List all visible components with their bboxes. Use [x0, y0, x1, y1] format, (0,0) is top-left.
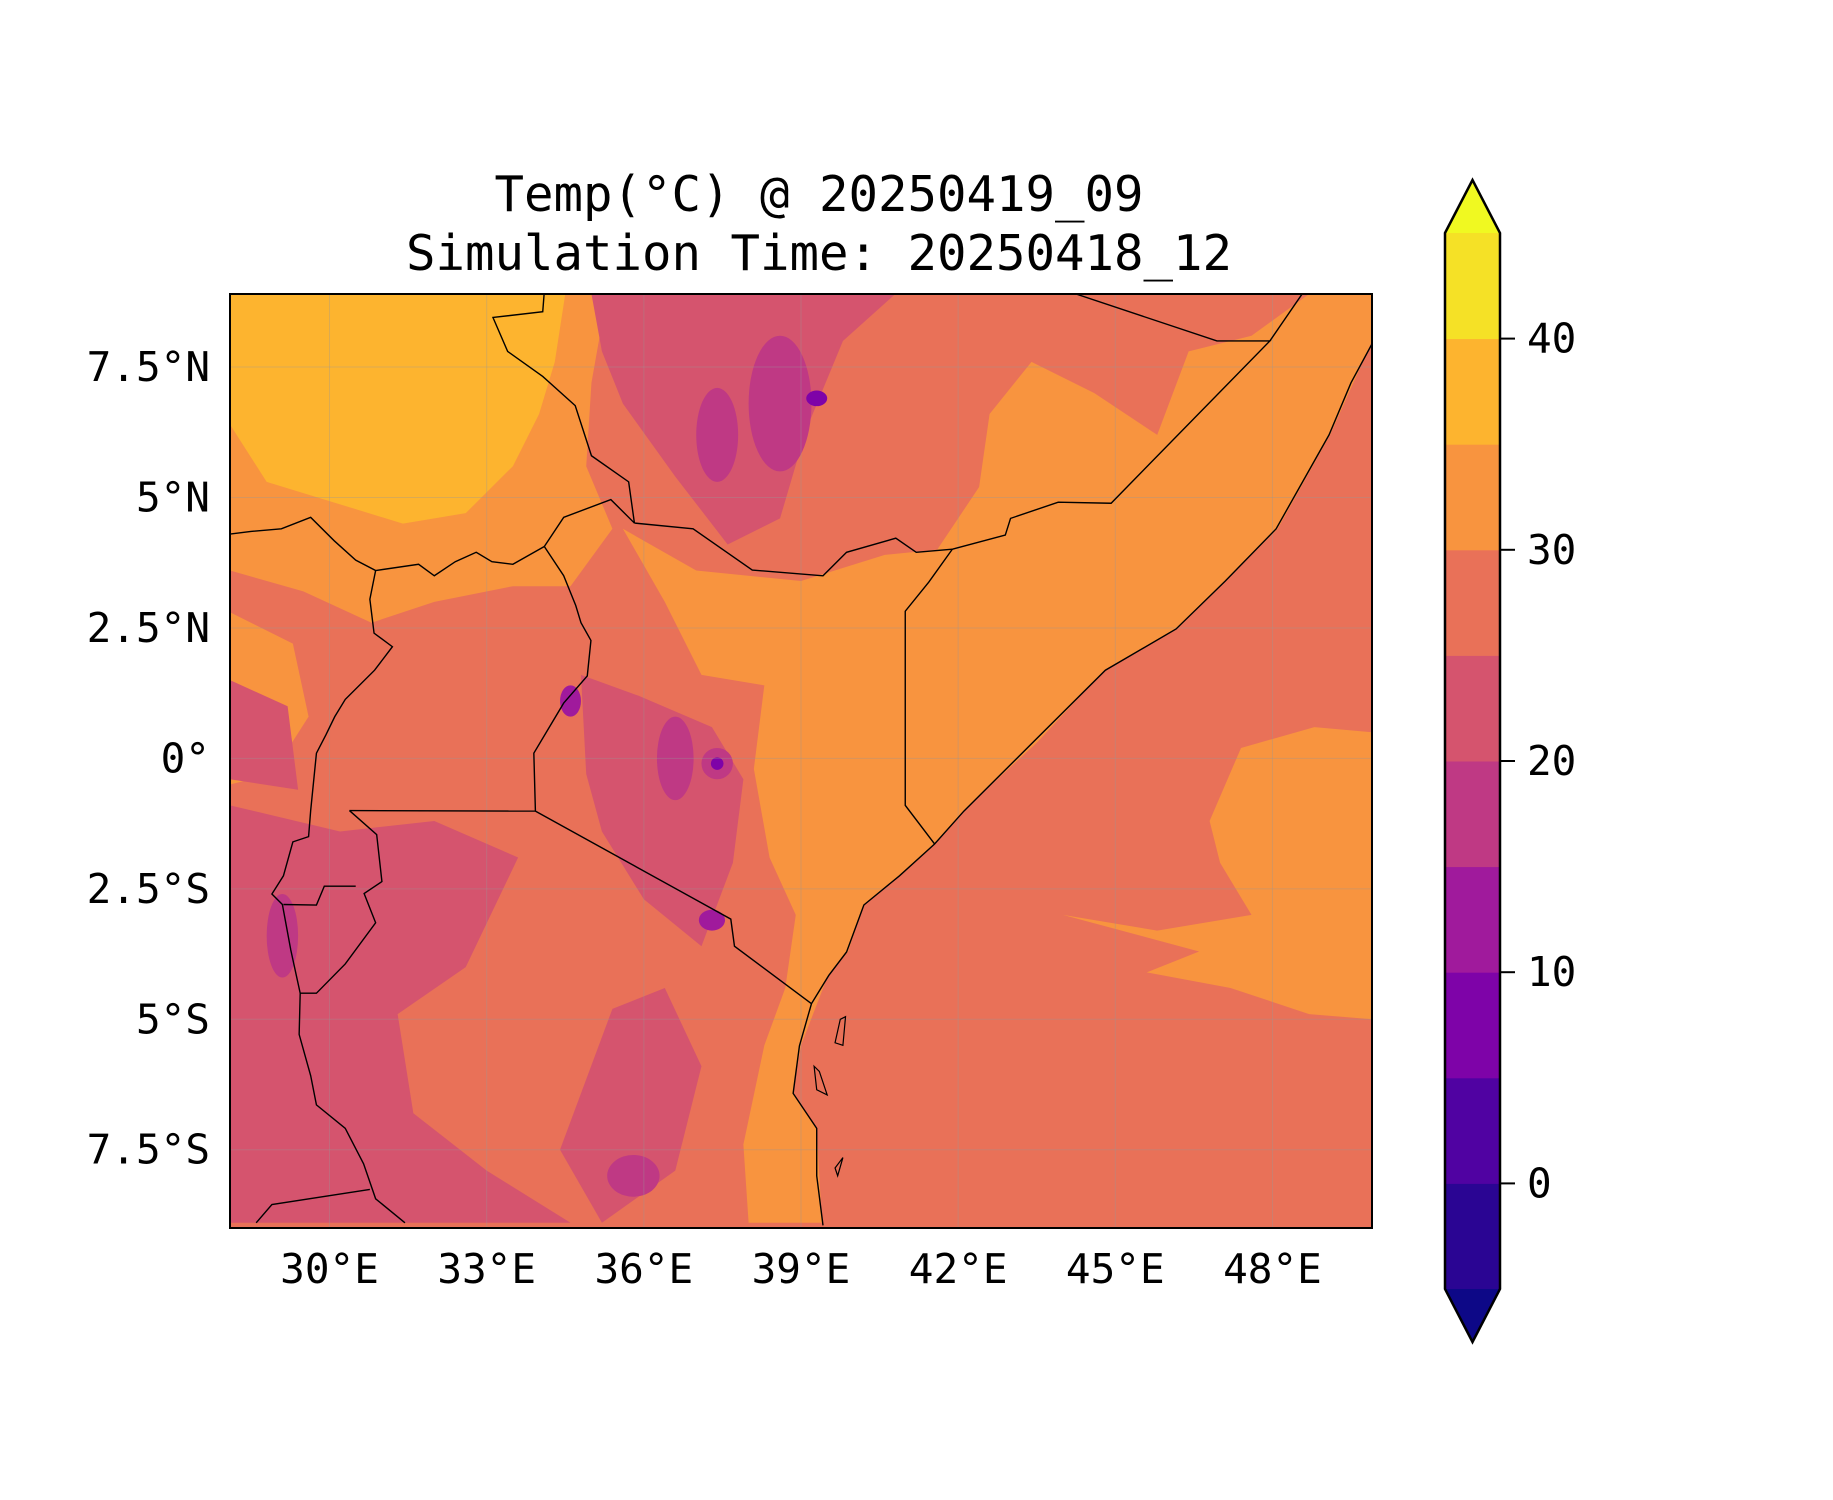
coastline: [793, 336, 1374, 1226]
x-tick-label: 48°E: [1223, 1245, 1322, 1293]
border-uganda-south-sudan: [230, 517, 544, 575]
border-kenya-ethiopia: [634, 523, 952, 576]
island-outline: [835, 1017, 845, 1046]
y-tick-label: 0°: [161, 734, 210, 782]
border-kenya-tanzania: [535, 811, 811, 1004]
colorbar-outline: [1443, 177, 1502, 1345]
border-somaliland: [1270, 291, 1304, 341]
x-tick-label: 30°E: [280, 1245, 379, 1293]
contour-20-25-congo: [230, 680, 299, 790]
contour-10-15-blob: [560, 685, 581, 717]
colorbar-band: [1445, 866, 1500, 973]
colorbar-band: [1445, 233, 1500, 340]
contour-20-25-tanzania-central: [560, 987, 702, 1223]
contour-15-20-blob: [266, 894, 299, 978]
x-tick-label: 36°E: [594, 1245, 693, 1293]
colorbar-band: [1445, 1077, 1500, 1184]
colorbar-tick-label: 20: [1527, 737, 1576, 785]
colorbar-extend-min: [1445, 1289, 1500, 1342]
colorbar-tick-label: 30: [1527, 526, 1576, 574]
contour-20-25-tanzania-west: [230, 805, 571, 1223]
colorbar-band: [1445, 338, 1500, 445]
x-tick-label: 39°E: [752, 1245, 851, 1293]
colorbar-band: [1445, 761, 1500, 868]
contour-30-35-east: [622, 294, 1372, 1223]
colorbar-extend-max: [1445, 180, 1500, 233]
border-rwanda-burundi: [283, 886, 355, 905]
y-tick-label: 7.5°S: [87, 1126, 210, 1174]
map-plot-area: [230, 291, 1374, 1228]
axis-ticks: 30°E 33°E 36°E 39°E 42°E 45°E 48°E 7.5°N 5°N 2.5°…: [87, 343, 1322, 1293]
border-uganda-kenya: [534, 547, 591, 812]
colorbar-band: [1445, 444, 1500, 551]
x-tick-label: 33°E: [437, 1245, 536, 1293]
colorbar-band: [1445, 972, 1500, 1079]
border-south-sudan-ethiopia: [493, 291, 634, 523]
axes-frame: [229, 293, 1373, 1229]
colorbar: 0 10 20 30 40: [1443, 177, 1576, 1345]
colorbar-band: [1445, 549, 1500, 656]
border-ilemi: [544, 500, 634, 547]
contour-10-15-blob: [698, 909, 726, 931]
island-outline: [835, 1158, 843, 1176]
island-outline: [814, 1066, 827, 1095]
border-kenya-somalia: [905, 549, 952, 844]
colorbar-band: [1445, 655, 1500, 762]
contour-5-10-blob: [710, 757, 724, 770]
chart-title: Temp(°C) @ 20250419_09: [494, 166, 1143, 223]
y-tick-label: 2.5°N: [87, 604, 210, 652]
chart-subtitle: Simulation Time: 20250418_12: [406, 225, 1232, 282]
colorbar-tick-label: 10: [1527, 948, 1576, 996]
contour-15-20-blob: [656, 716, 694, 801]
contour-15-20-blob: [748, 335, 812, 472]
y-tick-label: 5°N: [136, 473, 210, 521]
x-tick-label: 42°E: [909, 1245, 1008, 1293]
contour-35-40: [230, 294, 566, 524]
contour-5-10-blob: [806, 390, 828, 407]
contour-15-20-blob: [607, 1154, 660, 1197]
contour-20-25-ethiopia: [591, 294, 896, 545]
y-tick-label: 7.5°N: [87, 343, 210, 391]
border-lake-victoria-south: [349, 811, 535, 812]
border-uganda-drc: [272, 571, 405, 1223]
border-rwanda-burundi-east: [300, 811, 382, 994]
x-tick-label: 45°E: [1066, 1245, 1165, 1293]
y-tick-label: 2.5°S: [87, 865, 210, 913]
colorbar-band: [1445, 1183, 1500, 1290]
colorbar-tick-label: 40: [1527, 315, 1576, 363]
colorbar-tick-label: 0: [1527, 1159, 1552, 1207]
border-ethiopia-somalia: [952, 294, 1269, 549]
contour-30-35-ocean: [1062, 727, 1372, 1020]
contour-15-20-blob: [696, 387, 739, 482]
contour-20-25-kenya: [580, 674, 744, 947]
border-zambia-tanzania: [256, 1189, 370, 1222]
y-tick-label: 5°S: [136, 995, 210, 1043]
